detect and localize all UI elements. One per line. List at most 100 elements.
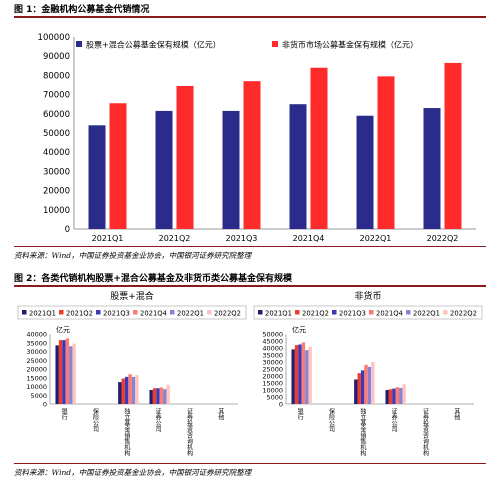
legend-swatch-2021Q2	[59, 310, 64, 315]
bar-银行-2022Q2	[72, 343, 76, 404]
y-tick-label: 70000	[43, 91, 70, 101]
bar-独立基金销售机构-2021Q1	[354, 379, 358, 404]
figure1-source: 资料来源：Wind，中国证券投资基金业协会，中国银河证券研究院整理	[14, 251, 252, 260]
y-tick-label: 90000	[43, 52, 70, 62]
chart1-main-bar-chart: 0 10000 20000 30000 40000 50000 60000 70000 8000…	[38, 33, 476, 243]
y-tick-label: 45000	[262, 338, 283, 346]
x-tick-label: 其他	[217, 407, 224, 421]
y-tick-label: 40000	[43, 148, 70, 158]
y-tick-label: 0	[279, 401, 283, 409]
bar-2021Q2-series-2	[176, 85, 194, 230]
bar-证券公司-2021Q3	[156, 388, 160, 404]
bar-独立基金销售机构-2022Q2	[135, 375, 139, 404]
bar-独立基金销售机构-2021Q4	[128, 374, 132, 404]
legend-label-2022Q2: 2022Q2	[214, 310, 241, 318]
y-tick-label: 60000	[43, 110, 70, 120]
chart3-non-money-bar-chart: 非货币 2021Q1 2021Q2 2021Q3 2021Q4 2022Q1 2022Q2 亿…	[253, 290, 483, 457]
bar-证券公司-2022Q2	[166, 384, 170, 404]
x-tick-label: 独立基金销售机构	[123, 407, 130, 457]
legend-label-2021Q1: 2021Q1	[29, 310, 56, 318]
y-tick-label: 80000	[43, 71, 70, 81]
x-tick-label: 证券投资咨询机构	[186, 408, 193, 457]
x-tick-label: 2021Q1	[92, 234, 124, 243]
y-tick-label: 10000	[43, 206, 70, 216]
legend-box	[253, 305, 483, 320]
legend-swatch-2021Q1	[258, 310, 263, 315]
legend-swatch-2021Q2	[295, 310, 300, 315]
legend-label-2021Q3: 2021Q3	[103, 310, 130, 318]
bar-银行-2021Q1	[55, 345, 59, 404]
y-tick-label: 25000	[262, 366, 283, 374]
bar-证券公司-2021Q1	[385, 390, 389, 404]
bar-2021Q4-series-2	[310, 67, 328, 229]
bar-银行-2021Q3	[298, 344, 302, 404]
bar-银行-2021Q4	[65, 338, 70, 404]
y-tick-label: 50000	[43, 129, 70, 139]
bar-独立基金销售机构-2021Q4	[364, 364, 368, 404]
figure2-title-rule	[14, 285, 486, 287]
bar-证券公司-2021Q2	[152, 388, 157, 404]
legend-label-2021Q2: 2021Q2	[302, 310, 329, 318]
unit-label: 亿元	[292, 325, 306, 334]
x-tick-label: 银行	[296, 407, 303, 421]
legend-label-2022Q1: 2022Q1	[177, 310, 204, 318]
bar-证券公司-2021Q1	[149, 390, 153, 404]
legend-box	[17, 305, 247, 320]
legend-label-series-2: 非货币市场公募基金保有规模（亿元）	[282, 40, 418, 50]
bar-2021Q4-series-1	[289, 104, 307, 229]
y-tick-label: 35000	[262, 352, 283, 360]
y-tick-label: 40000	[26, 331, 47, 339]
y-tick-label: 35000	[26, 339, 47, 347]
x-tick-label: 保险公司	[328, 407, 335, 432]
bar-独立基金销售机构-2021Q3	[124, 376, 129, 404]
bar-2022Q2-series-1	[423, 108, 441, 229]
legend-label-2021Q3: 2021Q3	[339, 310, 366, 318]
figure2-source: 资料来源：Wind，中国证券投资基金业协会，中国银河证券研究院整理	[14, 468, 252, 477]
y-tick-label: 30000	[43, 167, 70, 177]
legend-label-2021Q1: 2021Q1	[265, 310, 292, 318]
x-tick-label: 证券公司	[154, 408, 161, 432]
y-tick-label: 50000	[262, 331, 283, 339]
y-tick-label: 20000	[26, 366, 47, 374]
bar-证券公司-2021Q4	[159, 387, 164, 404]
bar-证券公司-2021Q3	[392, 388, 396, 404]
bar-证券公司-2021Q2	[388, 389, 393, 404]
legend-swatch-2022Q2	[207, 310, 212, 315]
figure1-title-rule	[14, 16, 486, 18]
y-tick-label: 5000	[266, 394, 283, 402]
chart2-equity-hybrid-bar-chart: 股票+混合 2021Q1 2021Q2 2021Q3 2021Q4 2022Q1 2022Q…	[17, 290, 247, 457]
bar-银行-2021Q2	[294, 345, 299, 404]
bar-银行-2021Q4	[301, 342, 306, 404]
legend-label-series-1: 股票+混合公募基金保有规模（亿元）	[86, 40, 221, 50]
bar-独立基金销售机构-2021Q2	[121, 378, 125, 404]
y-tick-label: 30000	[26, 348, 47, 356]
y-tick-label: 10000	[26, 383, 47, 391]
legend-swatch-2021Q3	[96, 310, 101, 315]
bar-独立基金销售机构-2022Q2	[371, 362, 375, 404]
bar-2021Q3-series-2	[243, 81, 261, 229]
legend-swatch-series-2	[272, 41, 278, 47]
bar-2021Q2-series-1	[155, 110, 173, 229]
unit-label: 亿元	[56, 325, 70, 334]
y-tick-label: 5000	[30, 392, 47, 400]
legend-swatch-2022Q2	[443, 310, 448, 315]
bar-证券公司-2022Q2	[402, 384, 406, 404]
y-tick-label: 25000	[26, 357, 47, 365]
bar-独立基金销售机构-2021Q1	[118, 382, 122, 404]
y-tick-label: 15000	[262, 380, 283, 388]
legend-swatch-2022Q1	[406, 310, 411, 315]
bar-银行-2022Q1	[69, 346, 73, 404]
x-tick-label: 2021Q4	[293, 234, 325, 243]
figure2-source-rule	[14, 463, 486, 464]
figure2-title: 图 2：各类代销机构股票+混合公募基金及非货币类公募基金保有规模	[14, 274, 292, 284]
bar-银行-2022Q1	[305, 350, 309, 404]
y-tick-label: 20000	[43, 187, 70, 197]
x-tick-label: 2021Q2	[159, 234, 191, 243]
x-tick-label: 保险公司	[92, 407, 99, 432]
y-tick-label: 20000	[262, 373, 283, 381]
x-tick-label: 其他	[453, 407, 460, 421]
bar-2021Q1-series-1	[88, 125, 106, 229]
bar-银行-2022Q2	[308, 346, 312, 404]
y-tick-label: 15000	[26, 374, 47, 382]
y-tick-label: 40000	[262, 345, 283, 353]
